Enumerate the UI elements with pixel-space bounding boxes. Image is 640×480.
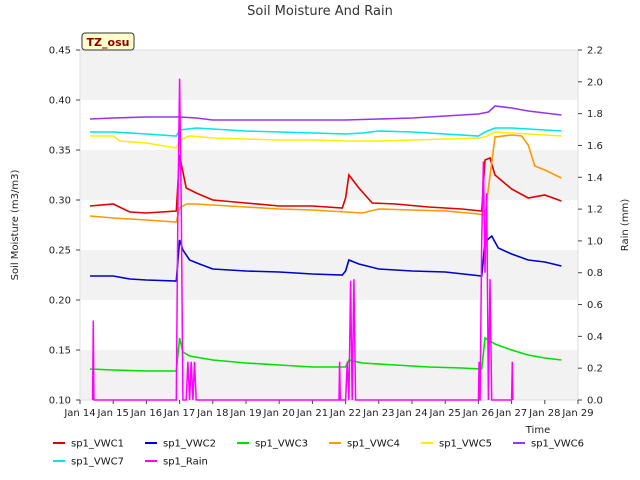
y-right-tick-label: 0.4 [587, 332, 603, 343]
x-axis-ticks: Jan 14 Jan 15 Jan 16 Jan 17 Jan 18 Jan 19 Jan … [63, 400, 594, 419]
legend-label-sp1_VWC5: sp1_VWC5 [439, 439, 492, 450]
y-right-tick-label: 0.8 [587, 268, 603, 279]
plot-band [80, 150, 578, 200]
y-left-tick-label: 0.35 [49, 146, 71, 157]
y-right-tick-label: 2.2 [587, 46, 603, 57]
y-left-tick-label: 0.40 [49, 96, 71, 107]
legend-label-sp1_VWC7: sp1_VWC7 [71, 457, 124, 468]
legend-label-sp1_Rain: sp1_Rain [163, 457, 208, 468]
y-right-tick-label: 1.8 [587, 109, 603, 120]
legend-label-sp1_VWC1: sp1_VWC1 [71, 439, 124, 450]
series-lines [89, 78, 562, 401]
x-tick-label: Jan 16 [130, 408, 162, 419]
x-tick-label: Jan 22 [329, 408, 361, 419]
plot-band [80, 50, 578, 100]
y-axis-right-label: Rain (mm) [620, 199, 631, 252]
series-line-sp1_VWC6 [89, 105, 562, 121]
legend: sp1_VWC1 sp1_VWC2 sp1_VWC3 sp1_VWC4 sp1_VWC5… [53, 439, 584, 468]
y-left-tick-label: 0.10 [49, 396, 71, 407]
legend-label-sp1_VWC6: sp1_VWC6 [531, 439, 584, 450]
legend-label-sp1_VWC4: sp1_VWC4 [347, 439, 400, 450]
x-tick-label: Jan 18 [196, 408, 228, 419]
y-left-tick-label: 0.20 [49, 296, 71, 307]
x-tick-label: Jan 23 [362, 408, 394, 419]
x-tick-label: Jan 21 [296, 408, 328, 419]
series-line-sp1_VWC7 [90, 127, 562, 137]
x-tick-label: Jan 28 [528, 408, 560, 419]
y-axis-left-label: Soil Moisture (m3/m3) [10, 170, 21, 281]
station-badge-box [81, 32, 135, 51]
y-left-tick-label: 0.45 [49, 46, 71, 57]
y-left-tick-label: 0.30 [49, 196, 71, 207]
y-right-tick-label: 2.0 [587, 77, 603, 88]
x-tick-label: Jan 24 [395, 408, 427, 419]
y-left-tick-label: 0.15 [49, 346, 71, 357]
station-badge-label: TZ_osu [87, 36, 130, 49]
x-tick-label: Jan 27 [495, 408, 527, 419]
series-line-sp1_VWC4 [89, 134, 562, 223]
x-tick-label: Jan 17 [163, 408, 195, 419]
y-axis-left-ticks: 0.10 0.15 0.20 0.25 0.30 0.35 0.40 0.45 [49, 46, 80, 407]
y-right-tick-label: 0.6 [587, 300, 603, 311]
legend-label-sp1_VWC2: sp1_VWC2 [163, 439, 216, 450]
station-badge: TZ_osu [81, 32, 135, 51]
y-right-tick-label: 0.2 [587, 364, 603, 375]
y-left-tick-label: 0.25 [49, 246, 71, 257]
x-tick-label: Jan 19 [229, 408, 261, 419]
chart-title: Soil Moisture And Rain [247, 4, 393, 19]
legend-label-sp1_VWC3: sp1_VWC3 [255, 439, 308, 450]
x-tick-label: Jan 26 [462, 408, 494, 419]
x-tick-label: Jan 20 [263, 408, 295, 419]
y-right-tick-label: 1.0 [587, 236, 603, 247]
plot-band [80, 350, 578, 400]
y-right-tick-label: 1.6 [587, 141, 603, 152]
y-right-tick-label: 1.4 [587, 173, 603, 184]
x-tick-label: Jan 29 [561, 408, 593, 419]
x-tick-label: Jan 25 [429, 408, 461, 419]
x-axis-label: Time [525, 425, 550, 436]
plot-bands [80, 50, 578, 400]
x-tick-label: Jan 14 [63, 408, 95, 419]
series-line-sp1_VWC5 [90, 131, 562, 149]
series-line-sp1_Rain [91, 78, 514, 401]
y-axis-right-ticks: 0.0 0.2 0.4 0.6 0.8 1.0 1.2 1.4 1.6 1.8 2.0 2.2 [578, 46, 603, 407]
y-right-tick-label: 1.2 [587, 205, 603, 216]
y-right-tick-label: 0.0 [587, 396, 603, 407]
x-tick-label: Jan 15 [97, 408, 129, 419]
